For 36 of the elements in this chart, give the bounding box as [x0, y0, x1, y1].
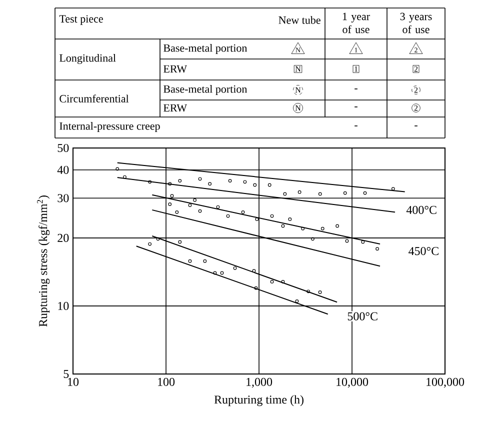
text: Test piece [59, 15, 103, 25]
text: ERW [164, 65, 188, 73]
text: N [295, 87, 301, 93]
y-tick-label: 30 [58, 194, 69, 202]
y-tick-label: 5 [64, 370, 69, 378]
text: Circumferential [60, 94, 129, 102]
text: New tube [278, 16, 320, 24]
annotation: 450°C [408, 246, 438, 256]
y-tick-label: 40 [57, 166, 69, 174]
text: Internal-pressure creep [60, 122, 160, 132]
text: 1 year of use [342, 12, 370, 34]
text: - [354, 106, 358, 108]
text: - [354, 88, 358, 90]
y-tick-label: 10 [58, 302, 69, 310]
y-tick-label: 50 [58, 144, 69, 152]
x-tick-label: 1,000 [246, 378, 272, 388]
annotation: 400°C [406, 206, 436, 214]
text: 2 [414, 66, 418, 72]
x-tick-label: 10,000 [336, 378, 368, 388]
text: N [295, 66, 301, 72]
x-tick-label: 100 [158, 378, 175, 386]
text: Base-metal portion [164, 85, 248, 95]
x-axis-title: Rupturing time (h) [214, 395, 304, 406]
text: 1 [354, 66, 358, 72]
y-tick-label: 20 [58, 234, 69, 242]
text: 3 years of use [400, 12, 432, 34]
y-axis-title: Rupturing stress (kgf/mm$^{2}$) [37, 196, 50, 327]
text: N [295, 105, 301, 111]
text: ERW [164, 104, 188, 112]
x-tick-label: 10 [68, 378, 79, 386]
text: Base-metal portion [164, 44, 248, 54]
x-tick-label: 100,000 [426, 378, 464, 388]
text: Longitudinal [60, 54, 116, 64]
text: 2 [414, 105, 418, 111]
annotation: 500°C [348, 312, 378, 320]
text: 2 [414, 87, 418, 93]
